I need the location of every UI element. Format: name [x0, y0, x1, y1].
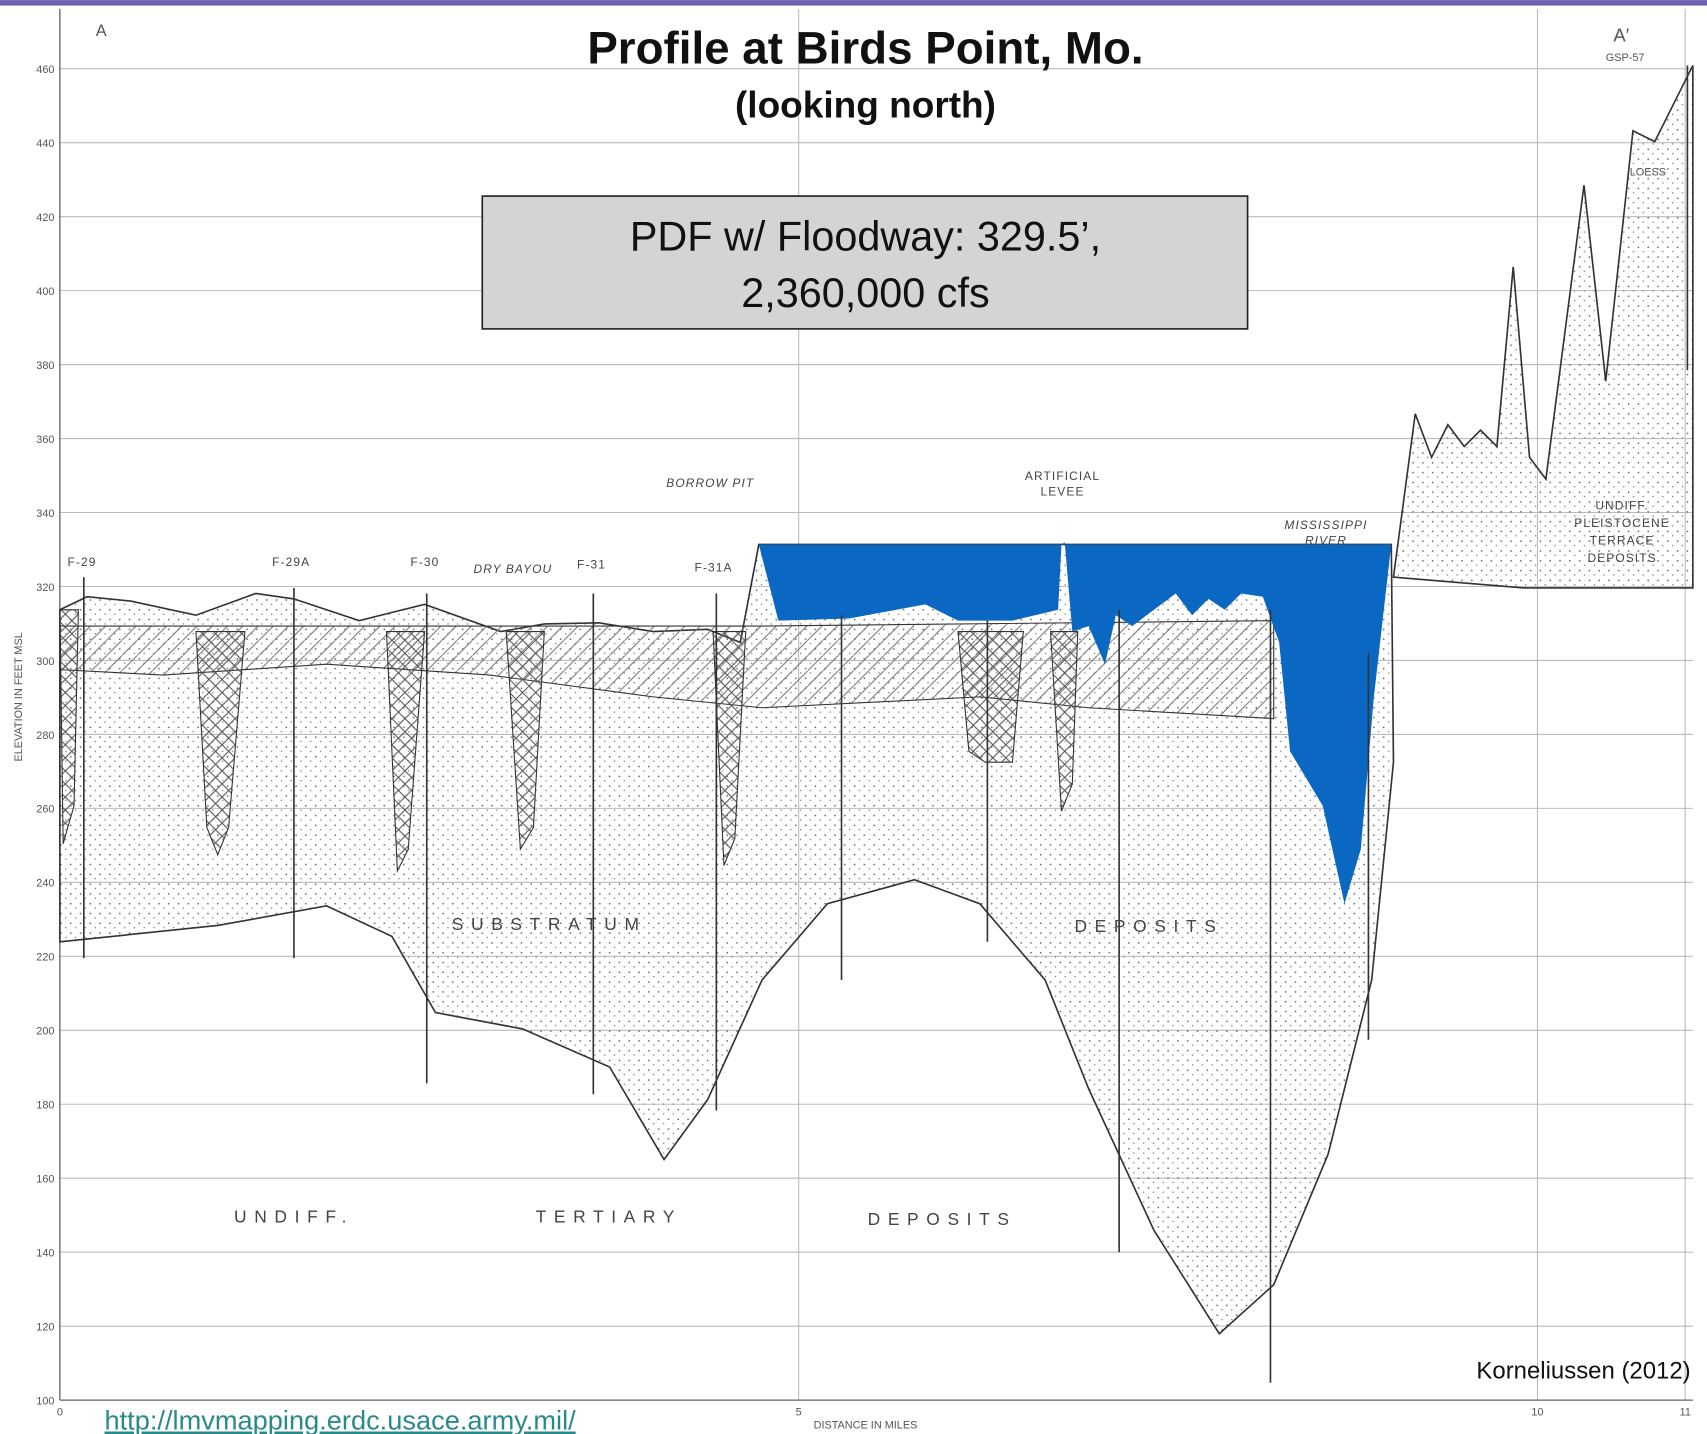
annotation: RIVER: [1305, 533, 1347, 547]
y-tick-label: 460: [36, 64, 54, 76]
y-tick-label: 140: [36, 1248, 54, 1260]
annotation: SUBSTRATUM: [452, 914, 647, 934]
callout-line: PDF w/ Floodway: 329.5’,: [630, 214, 1101, 260]
clay-plugs: [59, 609, 1079, 874]
x-tick-label: 10: [1531, 1406, 1543, 1418]
annotation: UNDIFF.: [1595, 499, 1649, 513]
x-tick-label: 11: [1680, 1406, 1691, 1418]
y-tick-label: 440: [36, 138, 54, 150]
title: Profile at Birds Point, Mo.: [587, 22, 1143, 73]
y-tick-label: 160: [36, 1174, 54, 1186]
y-tick-label: 220: [36, 952, 54, 964]
y-tick-label: 100: [36, 1395, 54, 1407]
boring-label: F-30: [410, 555, 439, 569]
y-tick-label: 400: [36, 286, 54, 298]
y-tick-label: 260: [36, 804, 54, 816]
annotation: MISSISSIPPI: [1284, 518, 1367, 532]
annotation: DEPOSITS: [1587, 551, 1656, 565]
y-tick-label: 240: [36, 878, 54, 890]
boring-label: GSP-57: [1606, 52, 1645, 64]
annotation: LOESS: [1630, 166, 1666, 178]
subtitle: (looking north): [735, 84, 996, 126]
y-tick-label: 300: [36, 656, 54, 668]
annotation: TERRACE: [1590, 533, 1655, 547]
annotation: TERTIARY: [536, 1207, 682, 1227]
borings: [83, 65, 1689, 1383]
y-tick-label: 420: [36, 212, 54, 224]
annotation: UNDIFF.: [234, 1207, 354, 1227]
section-end: A: [96, 22, 107, 40]
river-water: [758, 542, 1392, 904]
y-tick-label: 180: [36, 1100, 54, 1112]
y-axis-label: ELEVATION IN FEET MSL: [13, 632, 25, 761]
annotation: DEPOSITS: [868, 1209, 1017, 1229]
boring-label: F-31A: [695, 561, 733, 575]
callout-box: [481, 195, 1249, 330]
y-tick-label: 200: [36, 1026, 54, 1038]
url[interactable]: http://lmvmapping.erdc.usace.army.mil/: [105, 1405, 577, 1434]
x-tick-label: 5: [796, 1406, 802, 1418]
boring-label: F-29A: [272, 555, 310, 569]
annotation: ARTIFICIAL: [1025, 469, 1100, 483]
top-bar: [0, 0, 1707, 6]
terrace: [1392, 65, 1694, 589]
section-end: A′: [1613, 24, 1629, 45]
y-tick-label: 380: [36, 360, 54, 372]
y-tick-label: 340: [36, 508, 54, 520]
annotation: PLEISTOCENE: [1574, 516, 1670, 530]
credit: Korneliussen (2012): [1476, 1357, 1690, 1384]
y-tick-label: 360: [36, 434, 54, 446]
y-tick-label: 120: [36, 1322, 54, 1334]
x-axis-label: DISTANCE IN MILES: [814, 1419, 918, 1431]
x-tick-label: 0: [57, 1406, 63, 1418]
y-tick-label: 280: [36, 730, 54, 742]
annotation: DEPOSITS: [1074, 916, 1223, 936]
boring-label: F-29: [67, 555, 96, 569]
annotation: DRY BAYOU: [474, 562, 553, 576]
boring-label: F-31: [577, 557, 606, 571]
annotation: LEVEE: [1040, 484, 1084, 498]
annotation: BORROW PIT: [666, 476, 755, 490]
y-tick-label: 320: [36, 582, 54, 594]
callout-line: 2,360,000 cfs: [741, 270, 989, 316]
